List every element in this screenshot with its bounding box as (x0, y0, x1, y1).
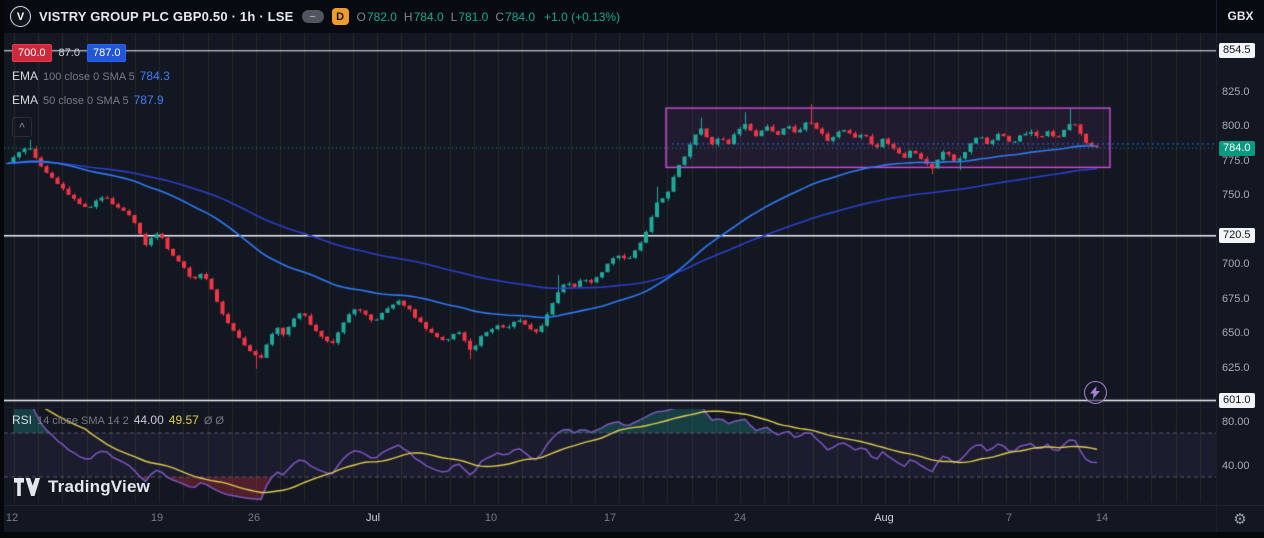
open-label: O (356, 9, 366, 24)
ema50-value: 787.9 (133, 93, 164, 107)
ema50-legend[interactable]: EMA 50 close 0 SMA 5 787.9 (12, 93, 164, 107)
symbol-header: V VISTRY GROUP PLC GBP0.50 · 1h · LSE – … (10, 5, 620, 28)
time-axis-label: 17 (603, 512, 617, 524)
price-level-labels: 700.0 87.0 787.0 (12, 44, 127, 62)
time-axis-label: 19 (150, 512, 164, 524)
timeframe-badge[interactable]: D (331, 8, 349, 25)
chart-canvas[interactable] (0, 0, 1216, 538)
lightning-icon[interactable] (1084, 381, 1107, 404)
collapsed-toolbar-pill[interactable]: – (301, 10, 324, 23)
watermark-text: TradingView (48, 477, 151, 496)
symbol-logo-letter: V (16, 10, 25, 23)
price-axis-label: 675.0 (1222, 292, 1250, 305)
rsi-value: 44.00 (133, 413, 164, 427)
close-label: C (495, 9, 505, 24)
price-axis-label: 650.0 (1222, 327, 1250, 339)
price-line-badge: 601.0 (1219, 393, 1255, 409)
rsi-axis-label: 80.00 (1222, 416, 1250, 428)
time-axis-label: 12 (5, 512, 19, 524)
price-axis-label: 700.0 (1222, 258, 1250, 270)
time-axis[interactable]: 12 19 26 Jul 10 17 24 Aug 7 14 (0, 505, 1216, 532)
header-bar (0, 0, 1264, 33)
tradingview-logo-icon (14, 478, 40, 496)
change-readout: +1.0 (+0.13%) (544, 9, 621, 24)
price-axis-label: 775.0 (1222, 154, 1250, 167)
low-value: 781.0 (458, 9, 489, 24)
high-label: H (403, 9, 413, 24)
time-axis-label: 10 (484, 512, 498, 524)
currency-button[interactable]: GBX (1216, 0, 1264, 33)
ohlc-readout: O782.0 H784.0 L781.0 C784.0 +1.0 (+0.13%… (357, 10, 621, 24)
bottom-edge (0, 532, 1264, 538)
chevron-up-icon: ^ (19, 121, 25, 133)
price-axis-label: 825.0 (1222, 85, 1250, 98)
last-price-badge: 784.0 (1219, 140, 1255, 156)
price-level-mid: 87.0 (58, 47, 80, 59)
ema50-params: 50 close 0 SMA 5 (43, 95, 129, 107)
rsi-legend[interactable]: RSI 14 close SMA 14 2 44.00 49.57 Ø Ø (12, 413, 224, 427)
settings-icon[interactable]: ⚙ (1216, 505, 1264, 532)
price-level-red[interactable]: 700.0 (12, 44, 52, 62)
time-axis-label: 26 (247, 512, 261, 524)
symbol-title[interactable]: VISTRY GROUP PLC GBP0.50 · 1h · LSE (39, 9, 294, 24)
legend-collapse-button[interactable]: ^ (12, 117, 32, 137)
symbol-logo[interactable]: V (10, 6, 31, 27)
rsi-sma-value: 49.57 (168, 413, 199, 427)
time-axis-label: 7 (1005, 512, 1013, 524)
ema100-value: 784.3 (139, 69, 170, 83)
price-axis-label: 800.0 (1222, 120, 1250, 132)
price-level-blue[interactable]: 787.0 (86, 44, 127, 62)
ema100-params: 100 close 0 SMA 5 (43, 71, 135, 83)
rsi-divergence-flags: Ø Ø (203, 415, 224, 427)
tradingview-watermark[interactable]: TradingView (14, 477, 150, 497)
close-value: 784.0 (505, 9, 536, 24)
lightning-bolt-glyph (1090, 386, 1100, 399)
ema100-legend[interactable]: EMA 100 close 0 SMA 5 784.3 (12, 69, 170, 83)
time-axis-label: 24 (733, 512, 747, 524)
ema50-name: EMA (12, 93, 39, 107)
time-axis-label: 14 (1095, 512, 1109, 524)
price-axis-label: 750.0 (1222, 189, 1250, 201)
open-value: 782.0 (366, 9, 397, 24)
rsi-name: RSI (12, 413, 33, 427)
high-value: 784.0 (413, 9, 444, 24)
price-line-badge: 720.5 (1219, 228, 1255, 244)
rsi-axis-label: 40.00 (1222, 460, 1250, 472)
low-label: L (450, 9, 458, 24)
price-axis[interactable]: 825.0 800.0 775.0 750.0 700.0 675.0 650.0 625.0… (1216, 0, 1264, 538)
time-axis-label: Aug (874, 512, 894, 524)
price-line-badge: 854.5 (1219, 43, 1255, 59)
ema100-name: EMA (12, 69, 39, 83)
time-axis-label: Jul (365, 512, 381, 524)
price-axis-label: 625.0 (1222, 361, 1250, 374)
rsi-params: 14 close SMA 14 2 (37, 415, 129, 427)
left-edge (0, 0, 4, 538)
